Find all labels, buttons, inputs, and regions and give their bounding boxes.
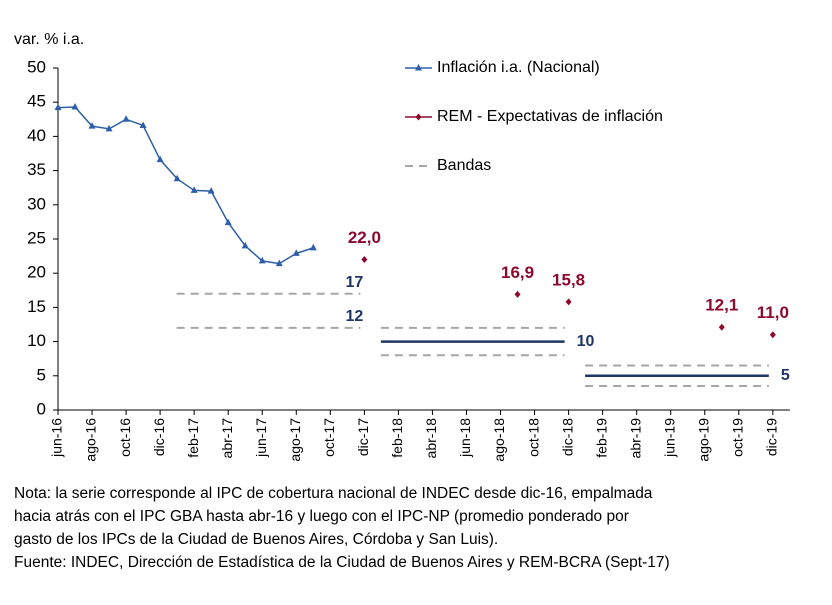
x-tick-label: ago-18 (491, 418, 507, 462)
x-tick-label: oct-19 (730, 418, 746, 457)
x-tick-label: feb-17 (185, 418, 201, 458)
y-tick-label: 0 (37, 399, 46, 418)
marker (173, 174, 181, 182)
y-tick-label: 30 (27, 194, 46, 213)
x-tick-label: dic-19 (764, 418, 780, 456)
x-tick-label: ago-19 (695, 418, 711, 462)
y-tick-label: 35 (27, 160, 46, 179)
note: gasto de los IPCs de la Ciudad de Buenos… (14, 531, 498, 548)
marker (565, 298, 572, 306)
marker (190, 186, 198, 193)
target-label: 5 (781, 367, 790, 384)
y-tick-label: 45 (27, 92, 46, 111)
legend-label: Bandas (437, 157, 491, 174)
y-tick-label: 10 (27, 331, 46, 350)
target-label: 10 (577, 333, 595, 350)
data-label: 22,0 (348, 228, 381, 247)
x-tick-label: dic-17 (355, 418, 371, 456)
data-label: 12,1 (705, 296, 738, 315)
x-tick-label: jun-18 (457, 418, 473, 458)
marker (241, 241, 249, 249)
x-tick-label: dic-18 (559, 418, 575, 456)
marker (769, 331, 776, 339)
marker (88, 122, 96, 129)
marker (54, 103, 62, 111)
x-tick-label: oct-16 (117, 418, 133, 457)
x-tick-label: oct-18 (525, 418, 541, 457)
x-tick-label: jun-19 (661, 418, 677, 458)
x-tick-label: jun-17 (253, 418, 269, 458)
band-label: 12 (345, 308, 363, 325)
data-label: 11,0 (757, 303, 789, 322)
marker (156, 155, 164, 163)
marker (718, 323, 725, 331)
y-tick-label: 15 (27, 297, 46, 316)
note: Fuente: INDEC, Dirección de Estadística … (14, 554, 670, 571)
y-tick-label: 40 (27, 126, 46, 145)
legend-marker (415, 113, 422, 121)
x-tick-label: abr-17 (219, 418, 235, 459)
y-tick-label: 50 (27, 57, 46, 76)
legend-label: REM - Expectativas de inflación (437, 108, 663, 125)
marker (292, 249, 300, 256)
marker (207, 187, 215, 194)
x-tick-label: ago-16 (83, 418, 99, 462)
legend-label: Inflación i.a. (Nacional) (437, 59, 600, 76)
marker (224, 218, 232, 226)
marker (258, 256, 266, 264)
note: hacia atrás con el IPC GBA hasta abr-16 … (14, 508, 629, 525)
y-tick-label: 25 (27, 228, 46, 247)
y-tick-label: 5 (37, 365, 46, 384)
data-label: 16,9 (501, 263, 534, 282)
marker (105, 124, 113, 132)
data-label: 15,8 (552, 270, 585, 289)
note: Nota: la serie corresponde al IPC de cob… (14, 485, 653, 502)
marker (139, 121, 147, 128)
marker (275, 259, 283, 267)
x-tick-label: oct-17 (321, 418, 337, 457)
x-tick-label: dic-16 (151, 418, 167, 456)
x-tick-label: feb-19 (593, 418, 609, 458)
marker (71, 102, 79, 110)
x-tick-label: abr-19 (627, 418, 643, 459)
marker (514, 290, 521, 298)
x-tick-label: jun-16 (49, 418, 65, 458)
x-tick-label: ago-17 (287, 418, 303, 462)
marker (309, 243, 317, 251)
legend-marker (415, 64, 422, 71)
marker (361, 256, 368, 264)
y-tick-label: 20 (27, 263, 46, 282)
x-tick-label: abr-18 (423, 418, 439, 459)
band-label: 17 (345, 274, 363, 291)
y-axis-label: var. % i.a. (14, 31, 84, 48)
marker (122, 115, 130, 122)
x-tick-label: feb-18 (389, 418, 405, 458)
series-line (57, 106, 314, 265)
